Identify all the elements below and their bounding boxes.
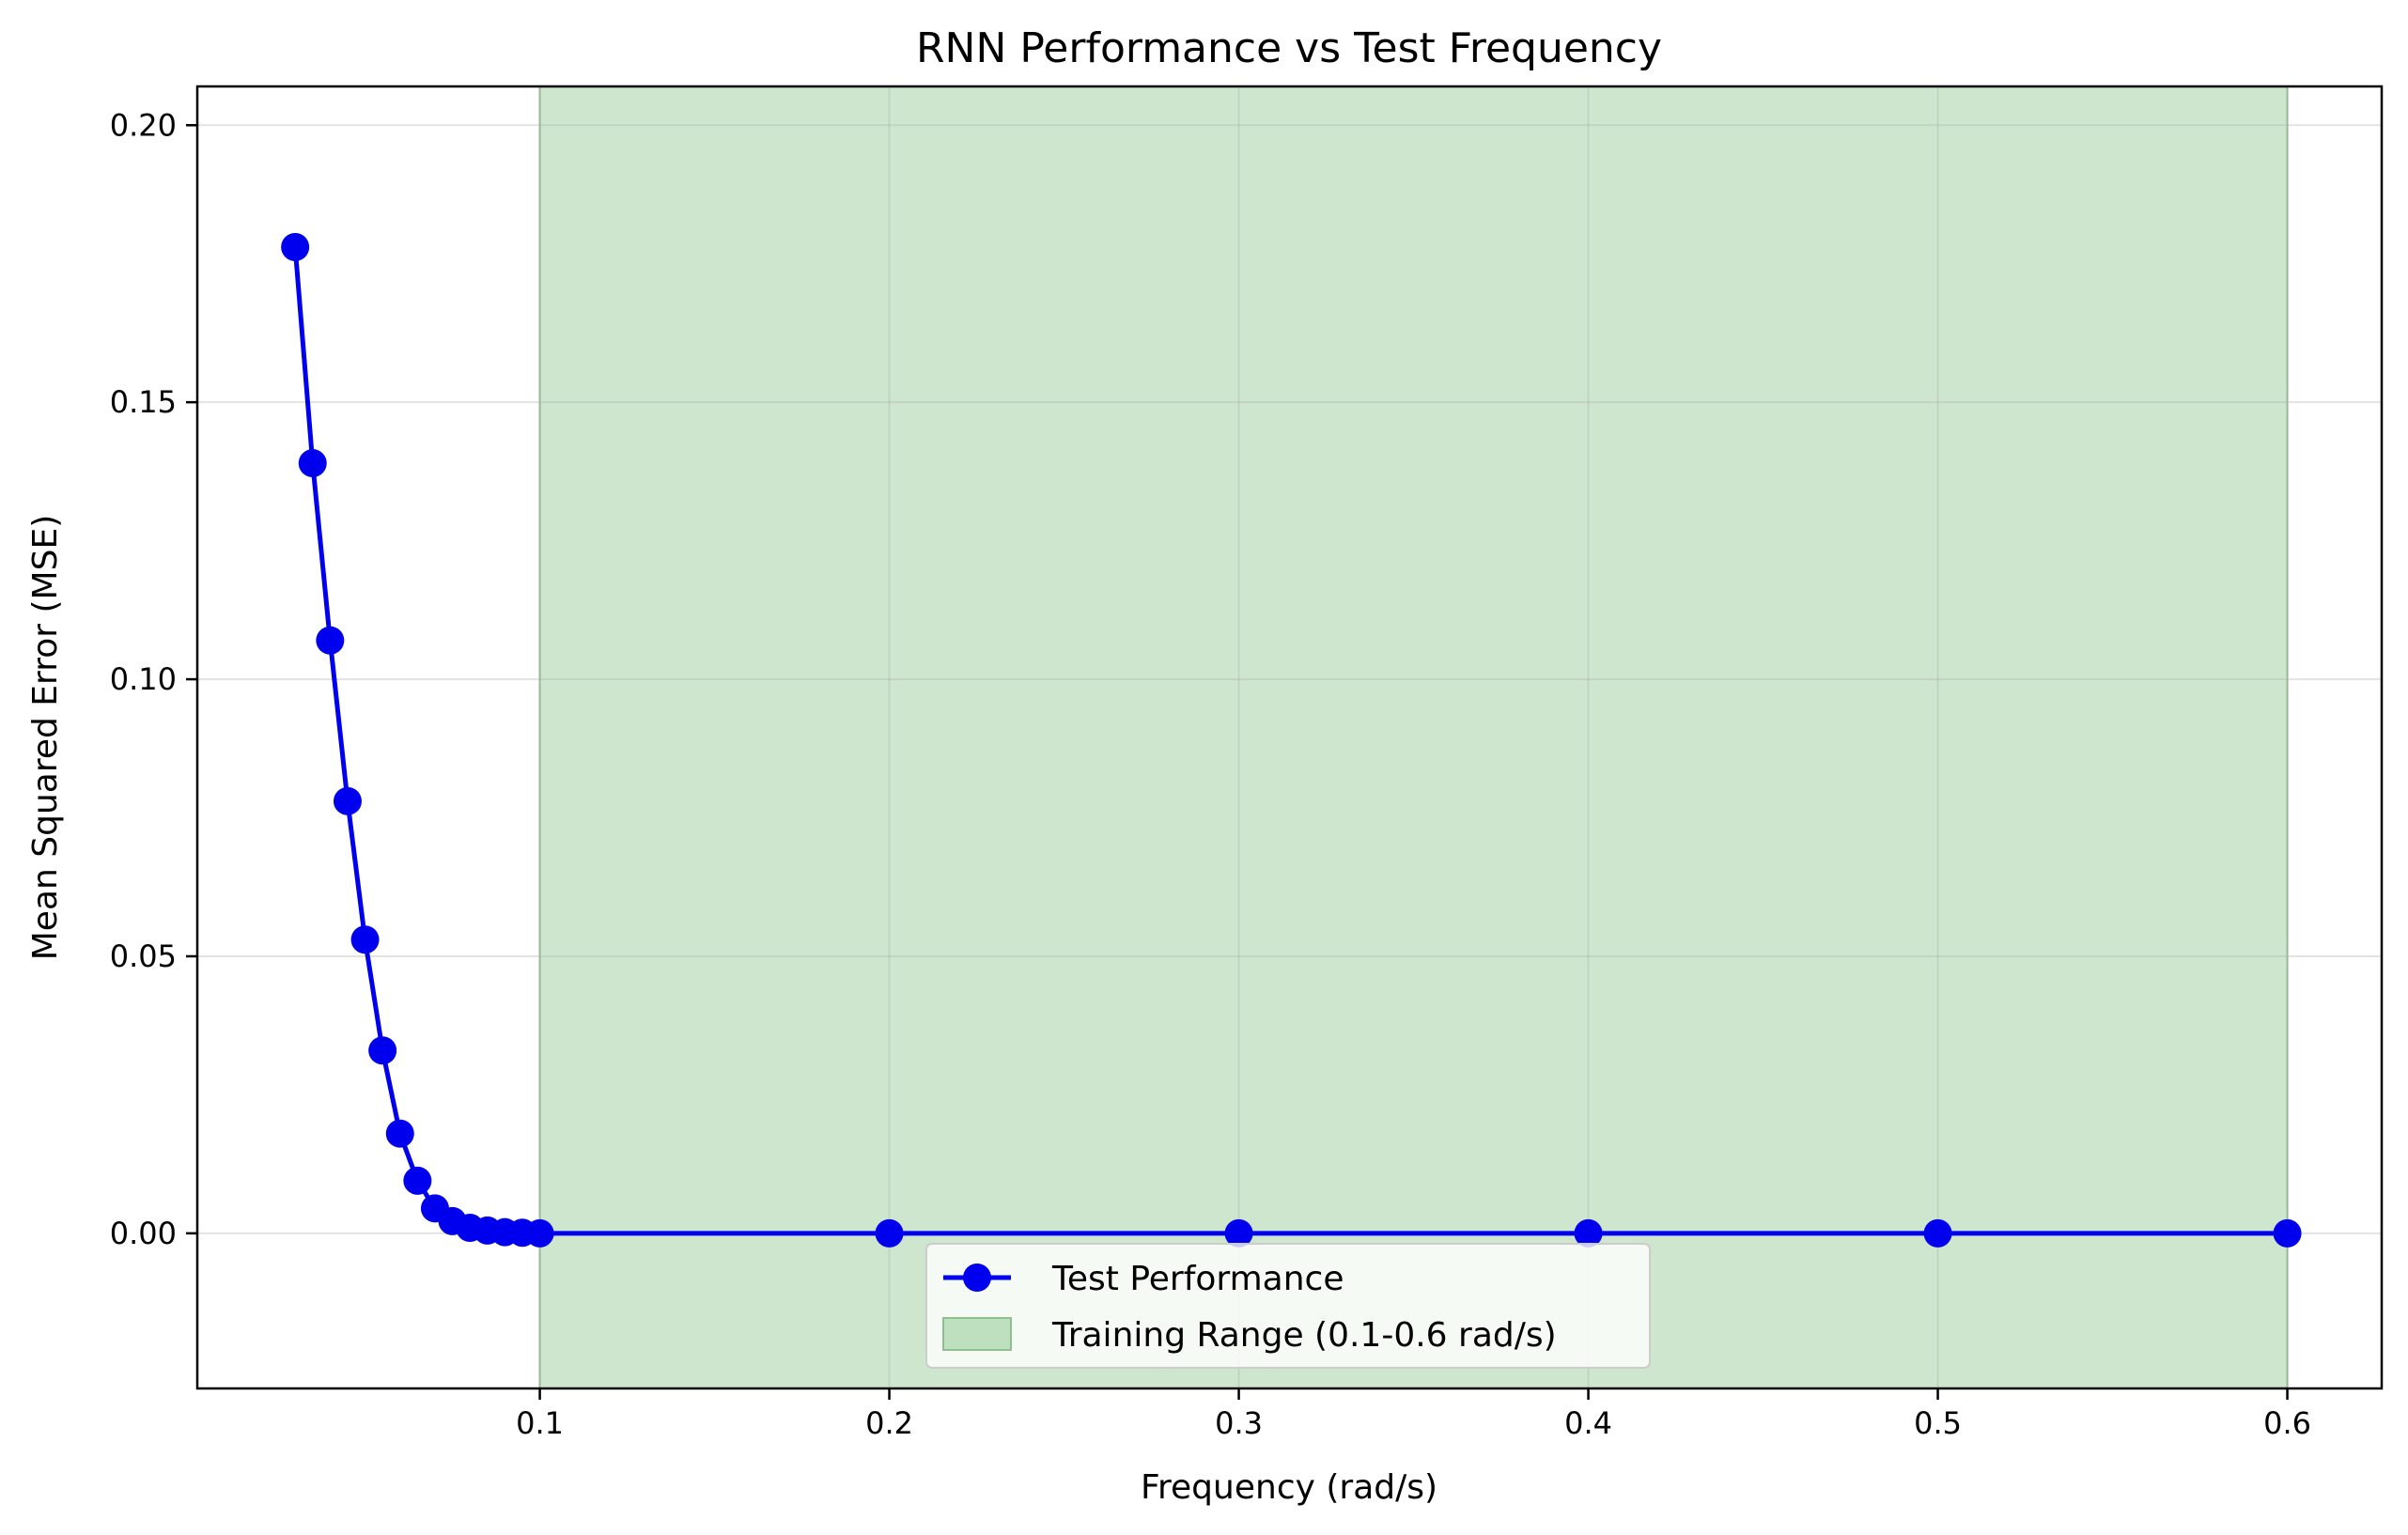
plot-area: 0.1 0.2 0.3 0.4 0.5 0.6 0.00 0.05 0.10 0.15 0.20 — [110, 85, 2384, 1441]
data-point-0-18 — [1923, 1218, 1952, 1248]
data-point-0-2 — [316, 626, 345, 655]
data-point-0-16 — [1224, 1218, 1253, 1248]
data-point-0-3 — [333, 786, 362, 815]
legend-label-test-performance: Test Performance — [1051, 1260, 1344, 1298]
data-point-0-19 — [2273, 1218, 2302, 1248]
x-tick-label-2: 0.3 — [1215, 1405, 1263, 1441]
shaded-region-0 — [538, 85, 2289, 1389]
legend-marker-swatch — [963, 1264, 991, 1292]
data-point-0-5 — [368, 1036, 397, 1065]
data-point-0-14 — [525, 1218, 554, 1248]
data-point-0-17 — [1574, 1218, 1603, 1248]
y-tick-label-3: 0.15 — [110, 384, 177, 420]
data-point-0-15 — [875, 1218, 904, 1248]
axes-frame — [195, 85, 2384, 1390]
x-tick-label-1: 0.2 — [865, 1405, 913, 1441]
data-point-0-4 — [350, 925, 380, 954]
legend-label-training-range: Training Range (0.1-0.6 rad/s) — [1051, 1316, 1557, 1355]
x-tick-label-3: 0.4 — [1564, 1405, 1612, 1441]
x-tick-label-0: 0.1 — [516, 1405, 564, 1441]
legend-region-swatch — [942, 1317, 1012, 1351]
y-tick-label-2: 0.10 — [110, 661, 177, 697]
data-point-0-0 — [281, 233, 310, 262]
data-point-0-6 — [385, 1119, 414, 1148]
y-tick-label-1: 0.05 — [110, 938, 177, 974]
y-tick-label-0: 0.00 — [110, 1216, 177, 1251]
legend: Test Performance Training Range (0.1-0.6 … — [925, 1243, 1651, 1369]
x-axis-label: Frequency (rad/s) — [1141, 1468, 1437, 1507]
x-tick-label-5: 0.6 — [2263, 1405, 2311, 1441]
data-point-0-7 — [403, 1166, 432, 1195]
x-tick-label-4: 0.5 — [1914, 1405, 1962, 1441]
data-point-0-1 — [298, 449, 327, 478]
y-axis-label: Mean Squared Error (MSE) — [26, 515, 65, 961]
chart-title: RNN Performance vs Test Frequency — [916, 24, 1662, 72]
legend-box — [925, 1243, 1651, 1369]
y-tick-label-4: 0.20 — [110, 107, 177, 143]
